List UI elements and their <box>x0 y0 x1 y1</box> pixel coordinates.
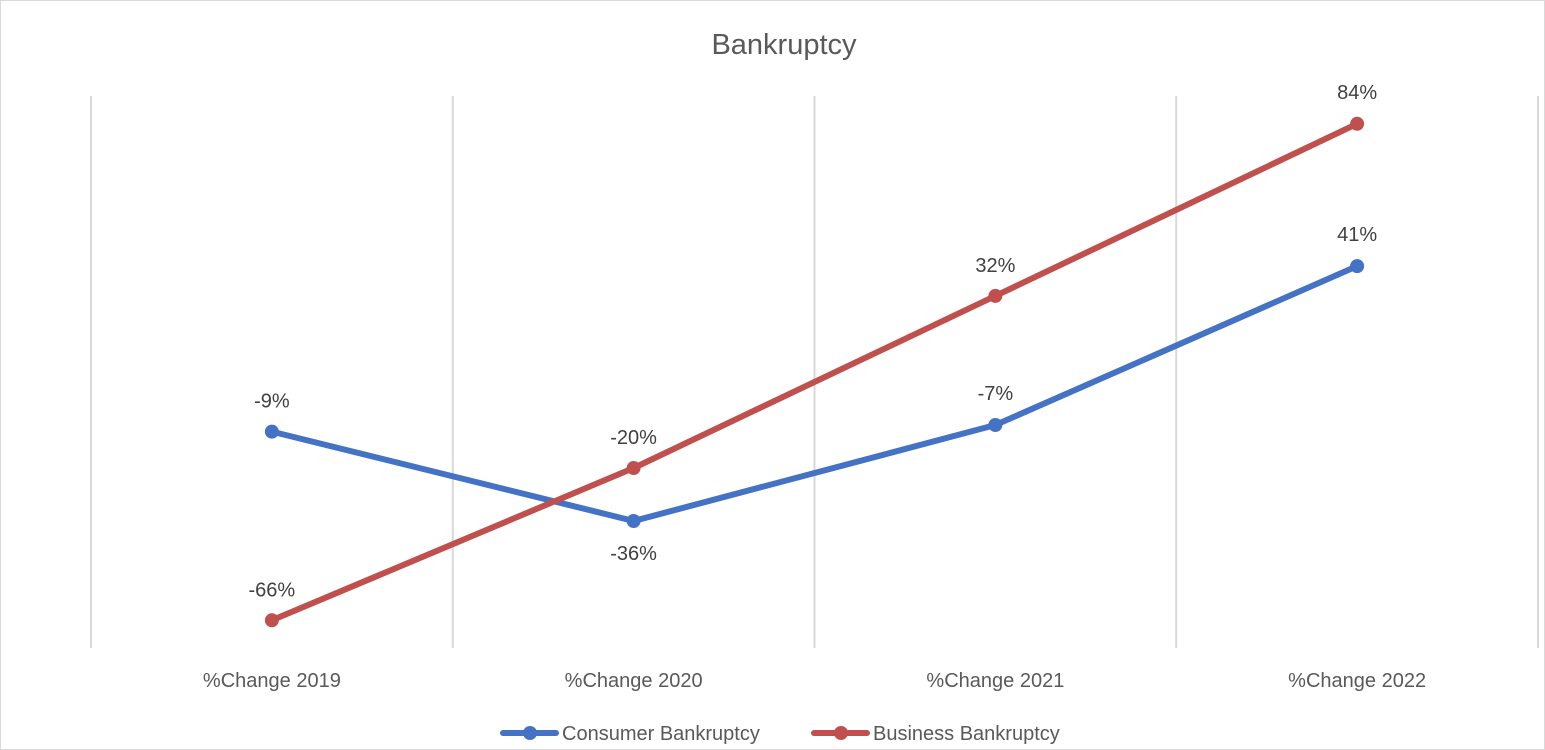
legend-item: Business Bankruptcy <box>811 723 1060 745</box>
data-point <box>264 424 279 439</box>
data-label: 41% <box>1337 224 1377 246</box>
x-tick-label: %Change 2020 <box>565 670 703 692</box>
series-line-1 <box>268 263 1361 524</box>
legend-label: Consumer Bankruptcy <box>562 723 760 745</box>
data-label: -9% <box>254 391 290 413</box>
data-point <box>988 288 1003 303</box>
chart-title: Bankruptcy <box>711 29 857 61</box>
data-label: -66% <box>249 579 296 601</box>
legend-marker <box>834 726 848 740</box>
legend-item: Consumer Bankruptcy <box>500 723 760 745</box>
data-point <box>1350 116 1365 131</box>
legend-label: Business Bankruptcy <box>873 723 1060 745</box>
legend-marker <box>523 726 537 740</box>
legend: Consumer Bankruptcy Business Bankruptcy <box>500 723 1060 745</box>
data-label: 84% <box>1337 82 1377 104</box>
gridlines <box>90 96 1539 648</box>
data-label: -36% <box>610 543 657 565</box>
data-point <box>626 513 641 528</box>
data-point <box>988 418 1003 432</box>
data-point <box>626 461 641 476</box>
x-tick-label: %Change 2021 <box>926 670 1064 692</box>
data-label: -7% <box>978 383 1014 405</box>
data-label: 32% <box>975 255 1015 277</box>
data-point <box>1350 259 1365 274</box>
series-layer <box>264 116 1365 628</box>
series-line-2 <box>268 120 1361 624</box>
data-label: -20% <box>610 427 657 449</box>
x-tick-label: %Change 2019 <box>203 670 341 692</box>
data-labels: -9% -36% -7% 41% -66% -20% 32% 84% <box>249 82 1378 601</box>
x-axis-labels: %Change 2019 %Change 2020 %Change 2021 %Cha… <box>203 670 1426 692</box>
data-point <box>264 613 279 628</box>
x-tick-label: %Change 2022 <box>1288 670 1426 692</box>
